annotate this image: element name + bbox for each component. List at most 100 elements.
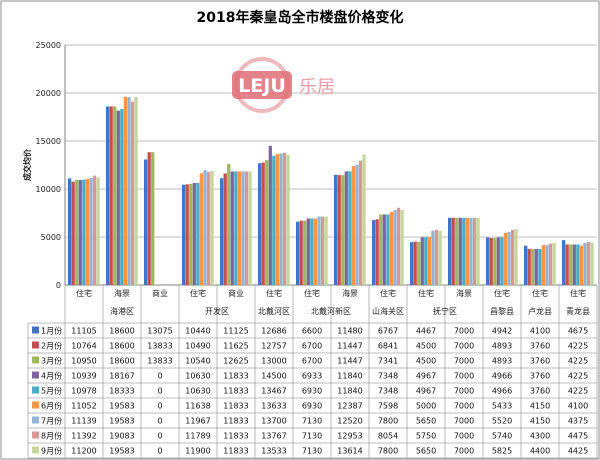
- table-cell: 6933: [302, 372, 322, 381]
- table-cell: 11447: [337, 357, 362, 366]
- table-cell: 5650: [416, 417, 436, 426]
- bar: [348, 171, 352, 285]
- bar: [134, 97, 138, 285]
- table-cell: 4300: [530, 432, 550, 441]
- bar: [472, 217, 477, 285]
- table-cell: 11480: [337, 327, 362, 336]
- bar: [507, 232, 511, 285]
- bar: [75, 179, 79, 285]
- legend-label: 7月份: [41, 416, 62, 426]
- table-cell: 4225: [568, 387, 588, 396]
- bar: [310, 218, 314, 285]
- table-cell: 4225: [568, 342, 588, 351]
- table-cell: 4150: [530, 402, 550, 411]
- bar: [362, 154, 366, 285]
- bar: [458, 217, 462, 285]
- region-label: 北戴河新区: [311, 306, 351, 316]
- bar: [496, 237, 500, 285]
- table-cell: 11833: [223, 447, 248, 456]
- table-cell: 4942: [492, 327, 512, 336]
- table-cell: 11638: [185, 402, 210, 411]
- bar: [130, 101, 135, 286]
- table-cell: 4425: [568, 447, 588, 456]
- region-label: 海港区: [110, 306, 134, 316]
- table-cell: 11447: [337, 342, 362, 351]
- table-cell: 10978: [71, 387, 96, 396]
- table-cell: 11200: [71, 447, 96, 456]
- bar: [275, 154, 280, 285]
- bar: [552, 242, 556, 285]
- bar: [410, 242, 414, 285]
- region-label: 山海关区: [372, 306, 404, 316]
- bar: [144, 159, 148, 285]
- legend-swatch: [32, 371, 39, 379]
- bar: [127, 97, 131, 285]
- bar: [489, 238, 493, 285]
- table-cell: 3760: [530, 342, 550, 351]
- table-cell: 5000: [416, 402, 436, 411]
- table-cell: 10950: [71, 357, 96, 366]
- table-cell: 6930: [302, 402, 322, 411]
- table-cell: 0: [157, 432, 162, 441]
- table-cell: 5650: [416, 447, 436, 456]
- bar: [147, 152, 151, 285]
- table-cell: 4150: [530, 417, 550, 426]
- category-type-label: 住宅: [570, 288, 586, 298]
- table-cell: 10630: [185, 387, 210, 396]
- table-cell: 18167: [109, 372, 134, 381]
- bar: [324, 216, 328, 285]
- table-cell: 18333: [109, 387, 134, 396]
- bar: [431, 230, 435, 285]
- bar: [210, 170, 214, 285]
- bar: [258, 163, 262, 285]
- table-cell: 7000: [454, 402, 474, 411]
- bar: [306, 218, 310, 285]
- table-cell: 13633: [261, 402, 286, 411]
- bar: [427, 237, 432, 285]
- bar: [455, 217, 459, 285]
- table-cell: 19583: [109, 447, 134, 456]
- bar: [220, 178, 224, 285]
- category-type-label: 商业: [152, 288, 168, 298]
- bar: [379, 214, 383, 285]
- category-type-label: 住宅: [76, 288, 92, 298]
- legend-label: 5月份: [41, 386, 62, 396]
- table-cell: 8054: [378, 432, 398, 441]
- table-cell: 19583: [109, 417, 134, 426]
- bar: [71, 181, 75, 285]
- table-cell: 6930: [302, 387, 322, 396]
- bar: [185, 184, 189, 285]
- table-cell: 7130: [302, 447, 322, 456]
- table-cell: 18600: [109, 357, 134, 366]
- bar: [565, 244, 569, 285]
- table-cell: 4500: [416, 342, 436, 351]
- bar: [572, 244, 576, 285]
- bar: [500, 237, 504, 285]
- table-cell: 4475: [568, 432, 588, 441]
- table-cell: 10490: [185, 342, 210, 351]
- bar: [68, 178, 72, 285]
- y-tick-label: 10000: [36, 185, 61, 194]
- table-cell: 11052: [71, 402, 96, 411]
- table-cell: 13075: [147, 327, 172, 336]
- table-cell: 11840: [337, 372, 362, 381]
- legend-swatch: [32, 341, 39, 349]
- bar: [92, 175, 97, 285]
- category-type-label: 住宅: [532, 288, 548, 298]
- table-cell: 13467: [261, 387, 286, 396]
- bar: [417, 241, 421, 285]
- bar: [116, 110, 120, 285]
- logo-latin-text: LEJU: [238, 75, 286, 97]
- bar: [434, 229, 439, 285]
- bar: [534, 248, 538, 285]
- bar: [503, 232, 508, 285]
- table-cell: 7000: [454, 342, 474, 351]
- bar: [493, 238, 497, 285]
- bar: [586, 242, 591, 285]
- legend-swatch: [32, 386, 39, 394]
- table-cell: 11125: [223, 327, 248, 336]
- category-type-label: 住宅: [266, 288, 282, 298]
- region-label: 卢龙县: [528, 306, 552, 316]
- bar: [113, 106, 117, 285]
